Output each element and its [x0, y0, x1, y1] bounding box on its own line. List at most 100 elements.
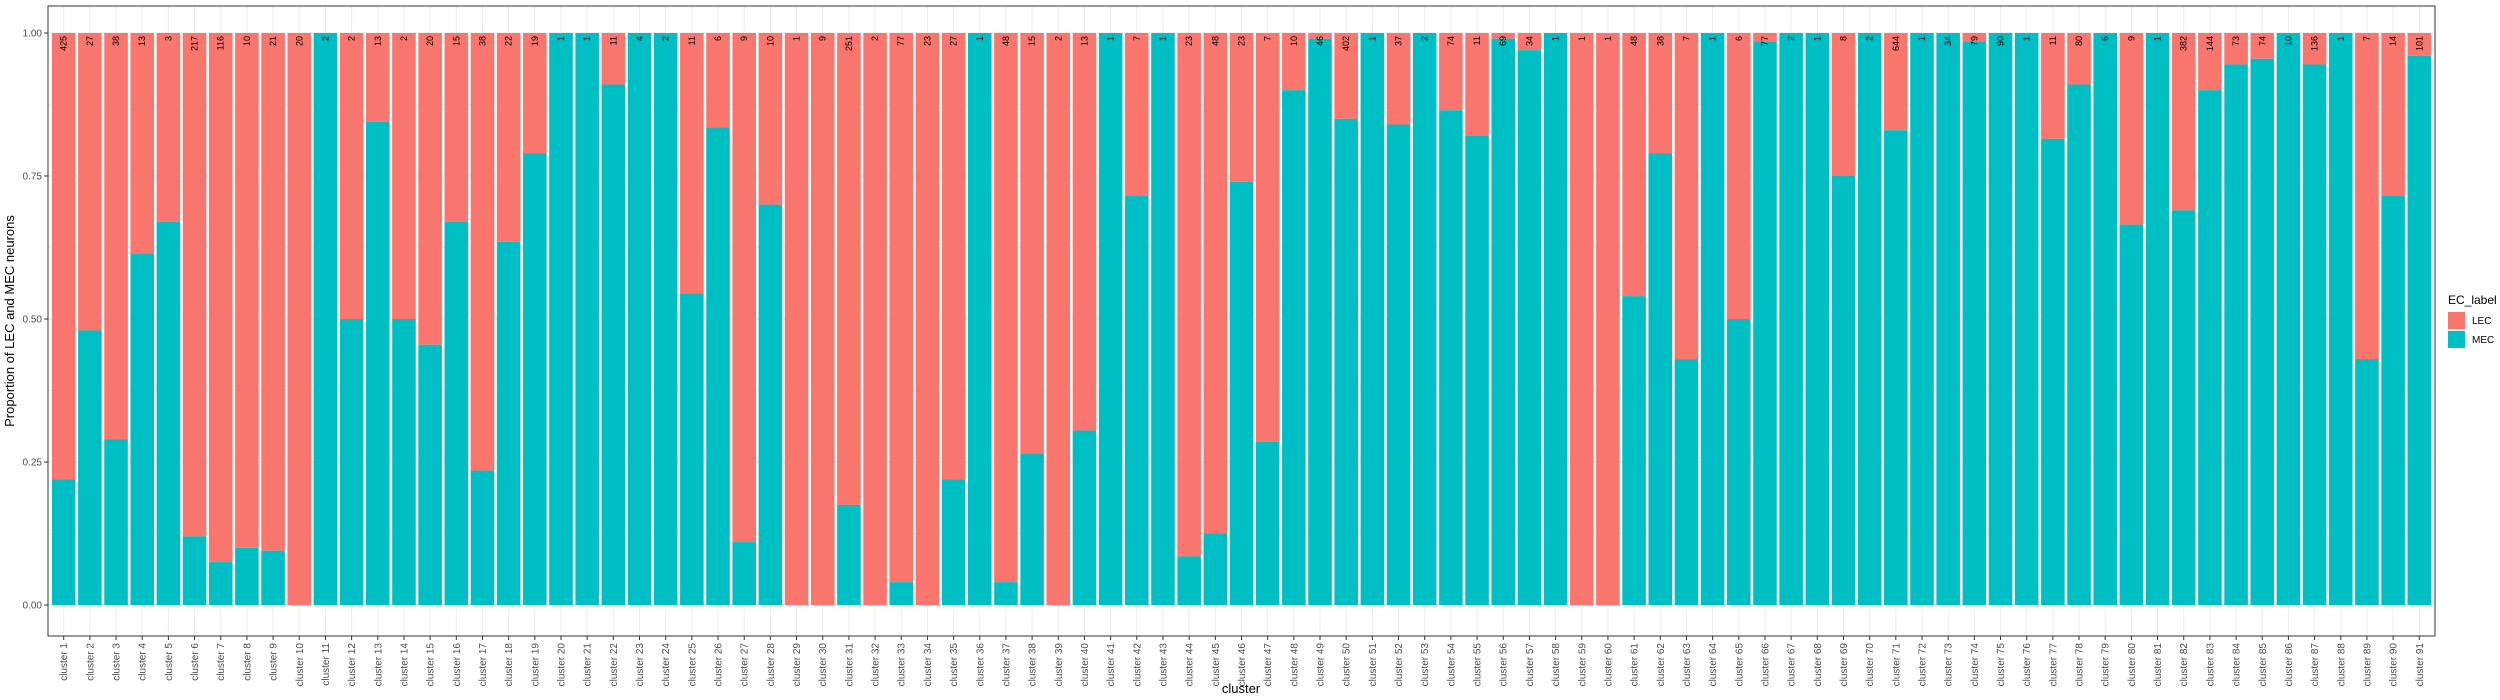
bar-segment-mec [2041, 138, 2065, 605]
x-tick-label: cluster 86 [2284, 643, 2295, 687]
bar-count-label: 2 [399, 36, 409, 41]
bar-count-label: 1 [1917, 36, 1927, 41]
bar-segment-lec [1569, 33, 1594, 605]
bar-count-label: 19 [530, 36, 540, 46]
bar-count-label: 13 [137, 36, 147, 46]
bar-segment-lec [837, 33, 861, 505]
bar-count-label: 13 [1079, 36, 1089, 46]
bar-count-label: 4 [635, 36, 645, 41]
x-tick-label: cluster 62 [1656, 643, 1667, 687]
bar-count-label: 74 [2257, 36, 2267, 46]
bar-segment-mec [2198, 90, 2222, 605]
bar-count-label: 2 [1420, 36, 1430, 41]
legend-label-lec: LEC [2472, 316, 2491, 327]
x-tick-label: cluster 52 [1394, 643, 1405, 687]
bar-count-label: 79 [1969, 36, 1979, 46]
bar-segment-lec [1884, 33, 1908, 131]
bar-count-label: 644 [1891, 36, 1901, 51]
x-tick-label: cluster 89 [2362, 643, 2373, 687]
bar-count-label: 1 [2336, 36, 2346, 41]
x-tick-label: cluster 2 [85, 643, 96, 681]
bar-segment-mec [496, 241, 521, 605]
x-tick-label: cluster 33 [897, 643, 908, 687]
bar-count-label: 15 [1027, 36, 1037, 46]
x-tick-label: cluster 3 [112, 643, 123, 681]
bar-segment-lec [2119, 33, 2144, 225]
x-tick-label: cluster 13 [373, 643, 384, 687]
bar-count-label: 1 [556, 36, 566, 41]
bar-count-label: 251 [844, 36, 854, 51]
x-tick-label: cluster 77 [2048, 643, 2059, 687]
bar-count-label: 80 [2074, 36, 2084, 46]
bar-segment-mec [261, 550, 285, 605]
bar-segment-mec [2407, 55, 2432, 605]
bar-count-label: 2 [1786, 36, 1796, 41]
bar-count-label: 6 [1734, 36, 1744, 41]
bar-count-label: 136 [2310, 36, 2320, 51]
bar-segment-lec [261, 33, 285, 551]
bar-segment-mec [339, 319, 364, 605]
bar-segment-lec [51, 33, 76, 480]
legend-key-lec [2448, 312, 2465, 329]
bar-count-label: 34 [1943, 36, 1953, 46]
x-tick-label: cluster 79 [2101, 643, 2112, 687]
bar-segment-lec [915, 33, 940, 605]
bar-count-label: 23 [922, 36, 932, 46]
bar-segment-lec [156, 33, 181, 222]
x-tick-label: cluster 27 [740, 643, 751, 687]
bar-count-label: 11 [2048, 36, 2058, 45]
bar-segment-mec [994, 582, 1018, 605]
bar-count-label: 10 [2283, 36, 2293, 46]
x-tick-label: cluster 8 [242, 643, 253, 681]
bar-count-label: 10 [765, 36, 775, 46]
legend: EC_label LEC MEC [2448, 293, 2497, 348]
bar-count-label: 1 [2153, 36, 2163, 41]
bar-segment-lec [1177, 33, 1201, 557]
x-tick-label: cluster 64 [1708, 643, 1719, 687]
bar-segment-mec [2381, 196, 2405, 605]
x-tick-label: cluster 1 [59, 643, 70, 681]
x-tick-label: cluster 6 [190, 643, 201, 681]
bar-count-label: 14 [2388, 36, 2398, 46]
bar-count-label: 382 [2179, 36, 2189, 51]
bar-count-label: 217 [190, 36, 200, 51]
x-tick-label: cluster 29 [792, 643, 803, 687]
x-tick-label: cluster 65 [1734, 643, 1745, 687]
x-tick-label: cluster 59 [1577, 643, 1588, 687]
bar-segment-lec [2171, 33, 2196, 211]
x-tick-label: cluster 4 [138, 643, 149, 681]
bar-count-label: 1 [792, 36, 802, 41]
x-tick-label: cluster 55 [1473, 643, 1484, 687]
bar-segment-mec [1910, 33, 1934, 605]
bar-segment-mec [601, 84, 626, 606]
bar-segment-lec [1962, 33, 1987, 42]
x-tick-label: cluster 39 [1054, 643, 1065, 687]
bar-segment-mec [2250, 58, 2275, 606]
bar-count-label: 37 [1394, 36, 1404, 46]
x-tick-label: cluster 88 [2336, 643, 2347, 687]
bar-segment-lec [2355, 33, 2379, 360]
bar-segment-mec [2171, 210, 2196, 605]
x-tick-label: cluster 25 [687, 643, 698, 687]
x-tick-label: cluster 20 [556, 643, 567, 687]
x-tick-label: cluster 34 [923, 643, 934, 687]
bar-count-label: 20 [294, 36, 304, 46]
x-tick-label: cluster 49 [1316, 643, 1327, 687]
x-tick-label: cluster 72 [1918, 643, 1929, 687]
bar-segment-mec [941, 479, 966, 605]
bar-segment-mec [1622, 296, 1646, 605]
bar-segment-mec [732, 542, 756, 605]
bar-count-label: 13 [373, 36, 383, 46]
bar-segment-lec [78, 33, 102, 331]
bar-segment-mec [653, 33, 678, 605]
bar-segment-lec [1831, 33, 1856, 176]
x-tick-label: cluster 36 [975, 643, 986, 687]
bar-count-label: 7 [1681, 36, 1691, 41]
bar-count-label: 11 [1472, 36, 1482, 45]
x-tick-label: cluster 31 [844, 643, 855, 687]
bar-segment-mec [1779, 33, 1803, 605]
bar-segment-mec [182, 536, 207, 605]
bar-count-label: 77 [1760, 36, 1770, 46]
bar-count-label: 144 [2205, 36, 2215, 51]
x-tick-label: cluster 18 [504, 643, 515, 687]
